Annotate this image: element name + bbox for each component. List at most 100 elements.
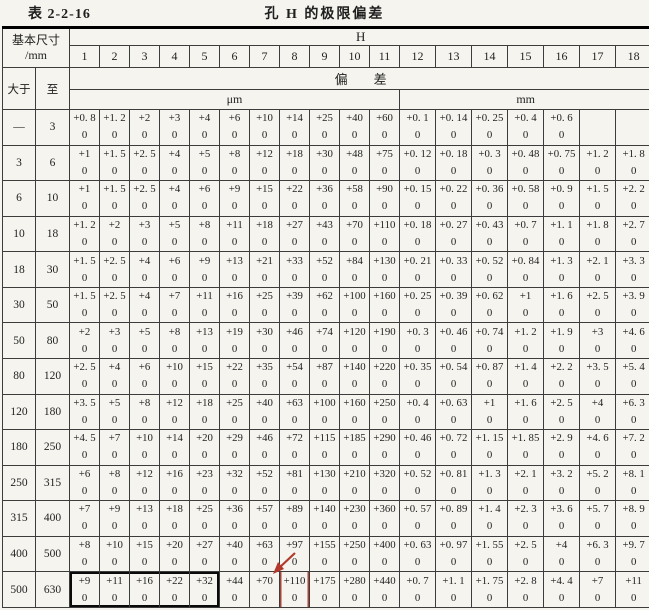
deviation-values: +0. 43 0 <box>472 217 507 251</box>
lower-deviation: 0 <box>450 164 457 177</box>
deviation-cell: +84 0 <box>339 251 371 288</box>
deviation-cell: +20 0 <box>189 429 221 466</box>
lower-deviation: 0 <box>558 378 565 391</box>
deviation-cell: +25 0 <box>219 393 251 431</box>
deviation-values: +19 0 <box>220 324 249 358</box>
upper-deviation: +25 <box>316 112 333 125</box>
deviation-cell: +27 0 <box>189 535 221 573</box>
lower-deviation: 0 <box>351 342 358 355</box>
upper-deviation: +0. 43 <box>475 218 504 231</box>
upper-deviation: +0. 84 <box>511 254 540 267</box>
deviation-cell: +0. 84 0 <box>507 251 545 288</box>
upper-deviation: +0. 33 <box>439 254 468 267</box>
lower-deviation: 0 <box>291 307 298 320</box>
tolerance-table: 基本尺寸 /mm H 1 2 3 4 5 6 7 8 9 10 11 12 13 14 15 16 17 18 大… <box>1 26 649 608</box>
lower-deviation: 0 <box>201 200 208 213</box>
deviation-cell: +130 0 <box>369 251 401 288</box>
table-row: 315 400 +7 0 +9 0 +13 0 +18 0 +25 0 +36 0 +57 0 +89 0 +140… <box>2 500 649 537</box>
upper-deviation: +2 <box>108 218 121 231</box>
upper-deviation: +7. 2 <box>622 432 645 445</box>
deviation-cell: +7 0 <box>99 429 131 466</box>
deviation-cell: +0. 52 0 <box>471 251 509 288</box>
lower-deviation: 0 <box>321 164 328 177</box>
upper-deviation: +0. 54 <box>439 361 468 374</box>
upper-deviation: +30 <box>316 147 333 160</box>
range-over-cell: 50 <box>2 322 36 359</box>
deviation-cell: +360 0 <box>369 500 401 537</box>
deviation-values: +5. 2 0 <box>580 466 615 500</box>
grade-header-14: 14 <box>471 45 509 68</box>
upper-deviation: +2. 5 <box>586 290 609 303</box>
deviation-cell: +22 0 <box>159 571 191 608</box>
deviation-values: +0. 3 0 <box>400 324 435 358</box>
upper-deviation: +21 <box>256 254 273 267</box>
deviation-cell: +0. 81 0 <box>435 464 473 502</box>
upper-deviation: +1. 5 <box>73 290 96 303</box>
deviation-cell: +4 0 <box>129 286 161 324</box>
grade-header-7: 7 <box>249 45 281 68</box>
upper-deviation: +30 <box>256 325 273 338</box>
lower-deviation: 0 <box>141 235 148 248</box>
deviation-cell: +8 0 <box>189 215 221 253</box>
upper-deviation: +15 <box>196 361 213 374</box>
upper-deviation: +5 <box>198 147 211 160</box>
lower-deviation: 0 <box>450 307 457 320</box>
deviation-values: +6 0 <box>190 181 219 215</box>
deviation-values: +36 0 <box>220 501 249 535</box>
upper-deviation: +0. 62 <box>475 290 504 303</box>
lower-deviation: 0 <box>522 129 529 142</box>
deviation-values: +25 0 <box>220 395 249 429</box>
upper-deviation: +15 <box>256 183 273 196</box>
lower-deviation: 0 <box>351 591 358 604</box>
deviation-values: +3. 2 0 <box>544 466 579 500</box>
deviation-values: +0. 46 0 <box>400 430 435 464</box>
lower-deviation: 0 <box>381 164 388 177</box>
lower-deviation: 0 <box>381 129 388 142</box>
deviation-cell: +8 0 <box>219 144 251 182</box>
upper-deviation: +2. 2 <box>622 183 645 196</box>
grade-header-18: 18 <box>615 45 649 68</box>
lower-deviation: 0 <box>450 520 457 533</box>
deviation-cell: +1. 1 0 <box>543 215 581 253</box>
upper-deviation: +3. 9 <box>622 290 645 303</box>
upper-deviation: +18 <box>166 503 183 516</box>
lower-deviation: 0 <box>171 200 178 213</box>
upper-deviation: +250 <box>343 539 366 552</box>
upper-deviation: +25 <box>256 290 273 303</box>
upper-deviation: +100 <box>313 396 336 409</box>
upper-deviation: +40 <box>346 112 363 125</box>
lower-deviation: 0 <box>321 378 328 391</box>
lower-deviation: 0 <box>381 556 388 569</box>
upper-deviation: +0. 89 <box>439 503 468 516</box>
lower-deviation: 0 <box>486 342 493 355</box>
basic-size-text: 基本尺寸 <box>12 33 61 47</box>
deviation-cell: +14 0 <box>159 429 191 466</box>
deviation-cell: +6 0 <box>189 180 221 217</box>
deviation-cell: +18 0 <box>249 215 281 253</box>
lower-deviation: 0 <box>450 342 457 355</box>
lower-deviation: 0 <box>522 342 529 355</box>
lower-deviation: 0 <box>594 271 601 284</box>
upper-deviation: +12 <box>136 467 153 480</box>
upper-deviation: +29 <box>226 432 243 445</box>
deviation-values: +4 0 <box>544 537 579 571</box>
deviation-values: +18 0 <box>190 395 219 429</box>
upper-deviation: +97 <box>286 539 303 552</box>
deviation-values: +160 0 <box>370 288 399 322</box>
deviation-cell: +1. 2 0 <box>579 144 617 182</box>
lower-deviation: 0 <box>231 307 238 320</box>
deviation-values: +16 0 <box>160 466 189 500</box>
deviation-values: +3 0 <box>130 217 159 251</box>
deviation-cell: +0. 4 0 <box>399 393 437 431</box>
upper-deviation: +1 <box>483 396 496 409</box>
upper-deviation: +3. 6 <box>550 503 573 516</box>
upper-deviation: +5 <box>168 218 181 231</box>
lower-deviation: 0 <box>450 413 457 426</box>
lower-deviation: 0 <box>630 449 637 462</box>
upper-deviation: +33 <box>286 254 303 267</box>
deviation-values: +2. 5 0 <box>580 288 615 322</box>
lower-deviation: 0 <box>321 129 328 142</box>
deviation-values: +0. 63 0 <box>400 537 435 571</box>
deviation-cell: +2 0 <box>69 322 101 359</box>
deviation-values: +0. 27 0 <box>436 217 471 251</box>
